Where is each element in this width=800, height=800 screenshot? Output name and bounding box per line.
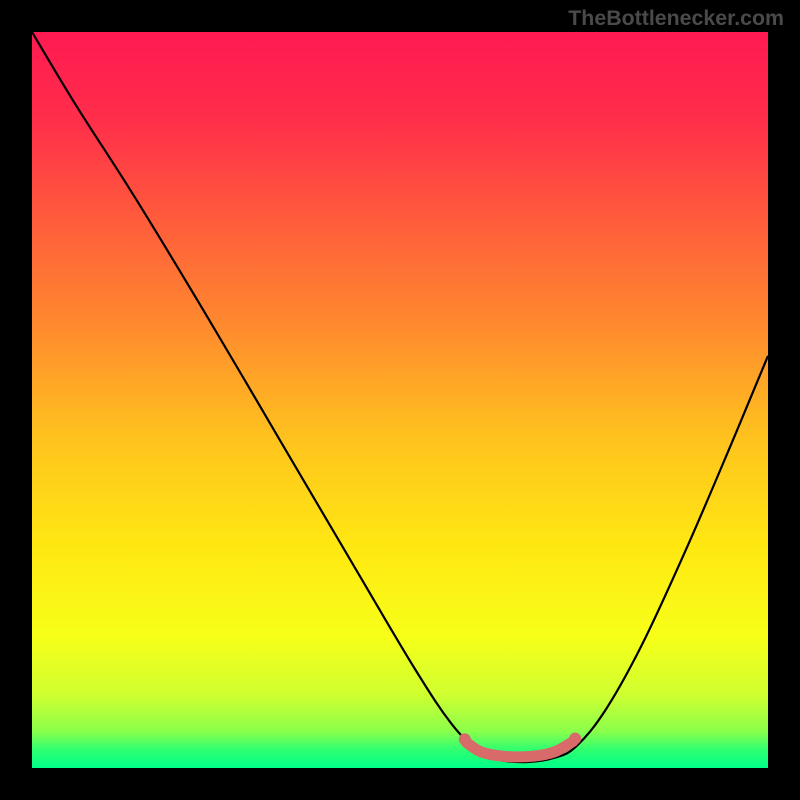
valley-marker-end-dot [569,733,581,745]
valley-marker [466,742,573,757]
chart-container: { "watermark": { "text": "TheBottlenecke… [0,0,800,800]
plot-area [32,32,768,768]
curve-layer [32,32,768,768]
watermark-text: TheBottlenecker.com [568,6,784,31]
bottleneck-curve [32,32,768,762]
valley-marker-start-dot [459,733,471,745]
